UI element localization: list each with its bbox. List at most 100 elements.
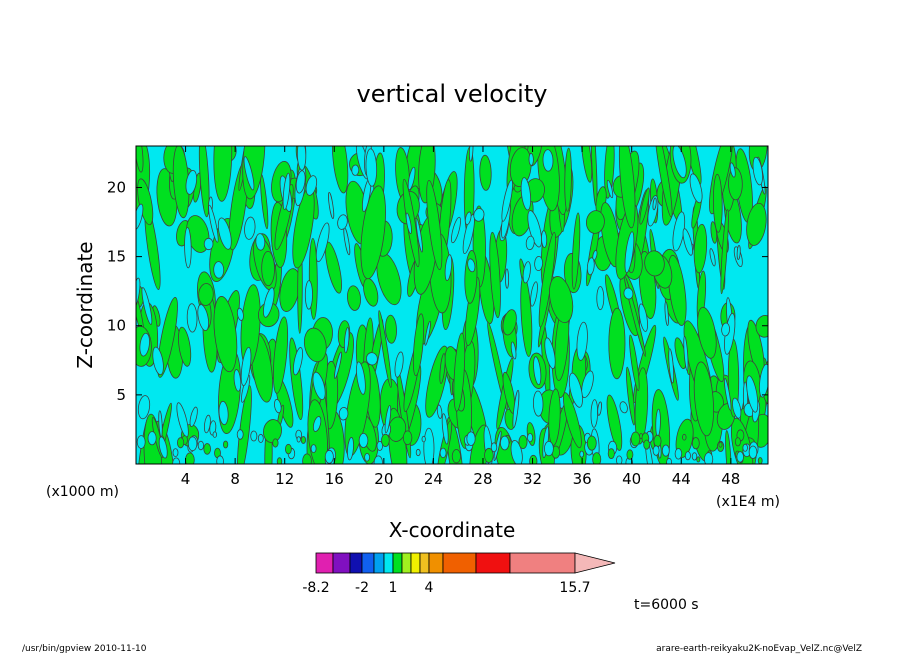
updraft-region [571,212,581,290]
surface-cell [691,452,698,461]
footer-left: /usr/bin/gpview 2010-11-10 [22,644,147,654]
updraft-region [439,353,446,384]
downdraft-region [356,361,366,395]
x-tick-label: 36 [573,470,592,488]
updraft-region [198,283,214,306]
updraft-region [625,366,636,426]
downdraft-region [296,146,307,171]
downdraft-region [746,375,759,413]
x-unit-left: (x1000 m) [46,484,119,500]
surface-cell [197,440,204,451]
colorbar-segment [361,552,375,574]
updraft-region [331,146,349,194]
surface-cell [682,433,687,441]
downdraft-region [255,233,266,251]
downdraft-region [532,390,544,417]
downdraft-region [197,304,210,331]
downdraft-region [203,414,211,434]
surface-cell [421,435,426,443]
x-tick-label: 4 [181,470,191,488]
surface-cell [684,451,691,461]
downdraft-region [752,156,763,186]
x-axis: 4 8 12 16 20 24 28 32 36 40 44 48 [181,146,740,488]
updraft-region [755,315,768,338]
downdraft-region [136,203,144,231]
downdraft-region [141,287,153,325]
updraft-region [585,210,605,234]
downdraft-region [243,156,255,191]
surface-cell [296,436,301,443]
updraft-region [136,146,144,173]
surface-cell [666,457,672,464]
downdraft-region [736,245,741,260]
updraft-region [580,146,593,183]
updraft-region [479,154,492,191]
surface-cell [415,448,421,457]
downdraft-region [244,216,256,240]
surface-cell [439,447,447,459]
x-tick-label: 24 [424,470,443,488]
downdraft-region [407,166,416,191]
updraft-region [272,316,289,394]
downdraft-region [581,370,594,399]
downdraft-region [274,398,282,414]
updraft-region [606,394,623,451]
y-axis-label: Z-coordinate [73,241,97,368]
downdraft-region [473,208,485,222]
downdraft-region [522,261,531,284]
updraft-region [502,309,517,336]
downdraft-region [184,227,192,269]
downdraft-region [525,235,535,251]
downdraft-region [469,146,474,162]
updraft-region [746,202,767,246]
downdraft-region [213,261,225,279]
updraft-region [378,310,392,388]
surface-cell [276,457,283,464]
updraft-region [289,337,304,421]
downdraft-region [586,257,595,276]
updraft-region [725,430,732,464]
downdraft-region [606,179,614,199]
updraft-region [618,146,636,229]
updraft-region [697,306,717,359]
surface-cell [402,430,413,446]
downdraft-region [568,372,583,408]
downdraft-region [312,416,322,432]
updraft-region [720,209,729,295]
time-label: t=6000 s [634,597,699,613]
updraft-region [157,297,178,378]
surface-cell [136,435,146,449]
downdraft-region [351,164,360,176]
updraft-region [213,146,233,202]
surface-cell [592,452,602,464]
surface-cell [704,452,714,464]
surface-cell [324,449,334,464]
downdraft-region [623,287,634,300]
x-tick-label: 28 [473,470,492,488]
x-tick-label: 32 [523,470,542,488]
surface-cell [544,440,554,457]
downdraft-region [394,351,404,378]
downdraft-region [185,170,198,195]
x-tick-label: 40 [622,470,641,488]
downdraft-region [315,222,330,263]
downdraft-region [436,404,443,419]
x-axis-label: X-coordinate [389,518,516,542]
colorbar-segment [349,552,363,574]
surface-cell [185,452,195,464]
colorbar-label: 1 [389,580,398,596]
downdraft-region [347,437,354,461]
downdraft-region [542,149,554,172]
downdraft-region [405,212,412,235]
updraft-region [453,332,466,412]
downdraft-region [689,173,703,204]
downdraft-region [533,356,542,386]
surface-cell [172,448,179,458]
downdraft-region [240,346,252,387]
downdraft-region [334,351,342,379]
downdraft-region [233,369,242,392]
colorbar-segment [428,552,444,574]
downdraft-region [664,301,669,326]
